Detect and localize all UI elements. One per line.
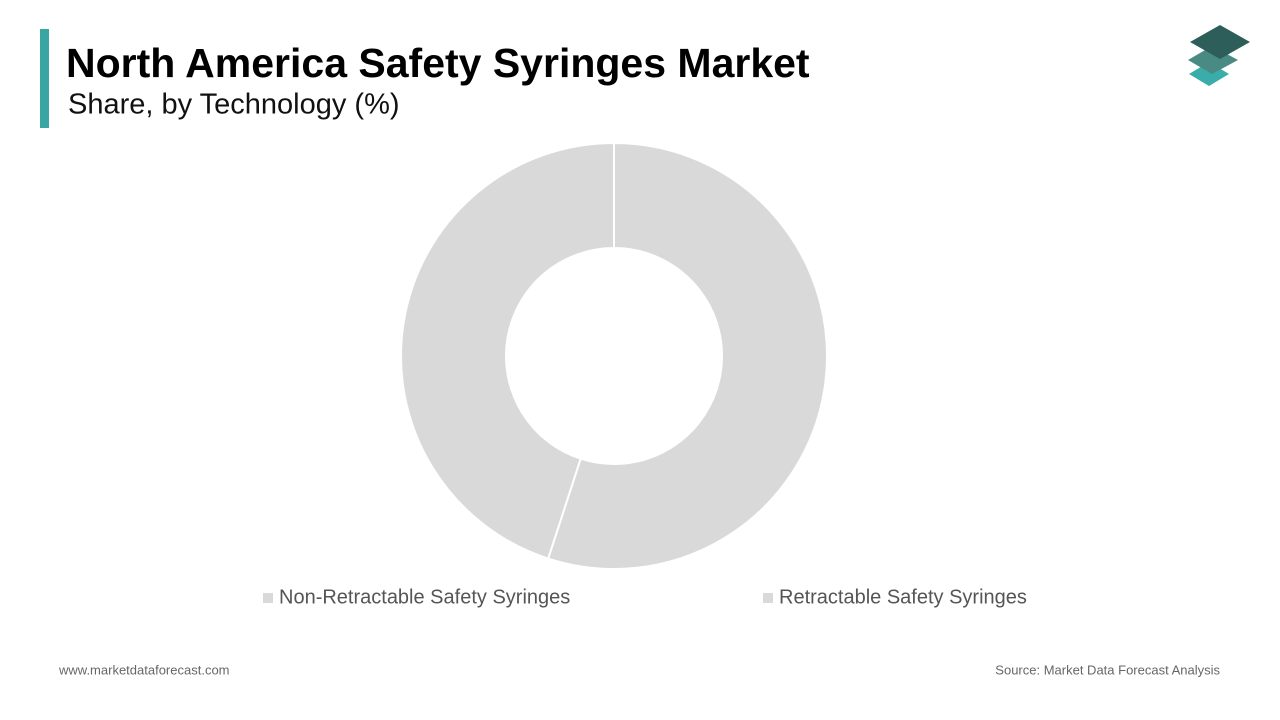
logo xyxy=(1188,25,1250,86)
chart-title: North America Safety Syringes Market xyxy=(66,40,810,86)
footer-source: Source: Market Data Forecast Analysis xyxy=(995,662,1220,677)
donut xyxy=(400,141,828,570)
donut-segment xyxy=(400,141,615,560)
title-accent xyxy=(40,29,49,128)
legend-label: Retractable Safety Syringes xyxy=(779,586,1027,608)
legend-swatch xyxy=(263,593,273,603)
chart-subtitle: Share, by Technology (%) xyxy=(68,89,400,121)
footer-website: www.marketdataforecast.com xyxy=(58,662,230,677)
donut-segment xyxy=(546,141,828,570)
legend: Non-Retractable Safety Syringes Retractab… xyxy=(263,586,1027,608)
legend-swatch xyxy=(763,593,773,603)
legend-label: Non-Retractable Safety Syringes xyxy=(279,586,570,608)
